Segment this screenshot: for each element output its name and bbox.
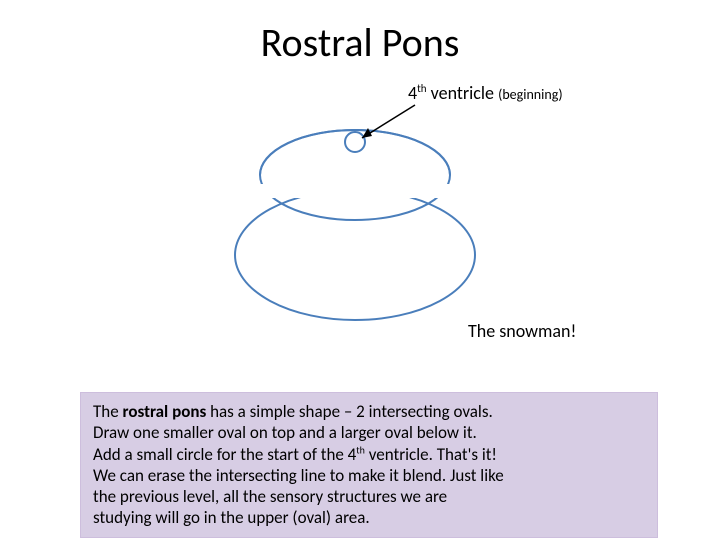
description-box: The rostral pons has a simple shape – 2 … [80,392,658,538]
bottom-oval [235,190,475,320]
desc-line3-pre: Add a small circle for the start of the … [93,444,356,465]
ventricle-circle [345,132,365,152]
desc-line3-sup: th [356,443,365,456]
desc-line4: We can erase the intersecting line to ma… [93,465,504,486]
desc-line2: Draw one smaller oval on top and a large… [93,422,477,443]
desc-line6: studying will go in the upper (oval) are… [93,507,370,528]
desc-line1-post: has a simple shape – 2 intersecting oval… [206,401,493,422]
page-title: Rostral Pons [0,18,720,67]
desc-line5: the previous level, all the sensory stru… [93,486,447,507]
blend-mask [260,184,450,198]
desc-line1-bold: rostral pons [123,401,207,422]
snowman-label: The snowman! [468,320,576,342]
snowman-diagram [200,100,520,340]
desc-line1-pre: The [93,401,123,422]
ventricle-sup: th [417,82,426,95]
desc-line3-post: ventricle. That's it! [365,444,497,465]
